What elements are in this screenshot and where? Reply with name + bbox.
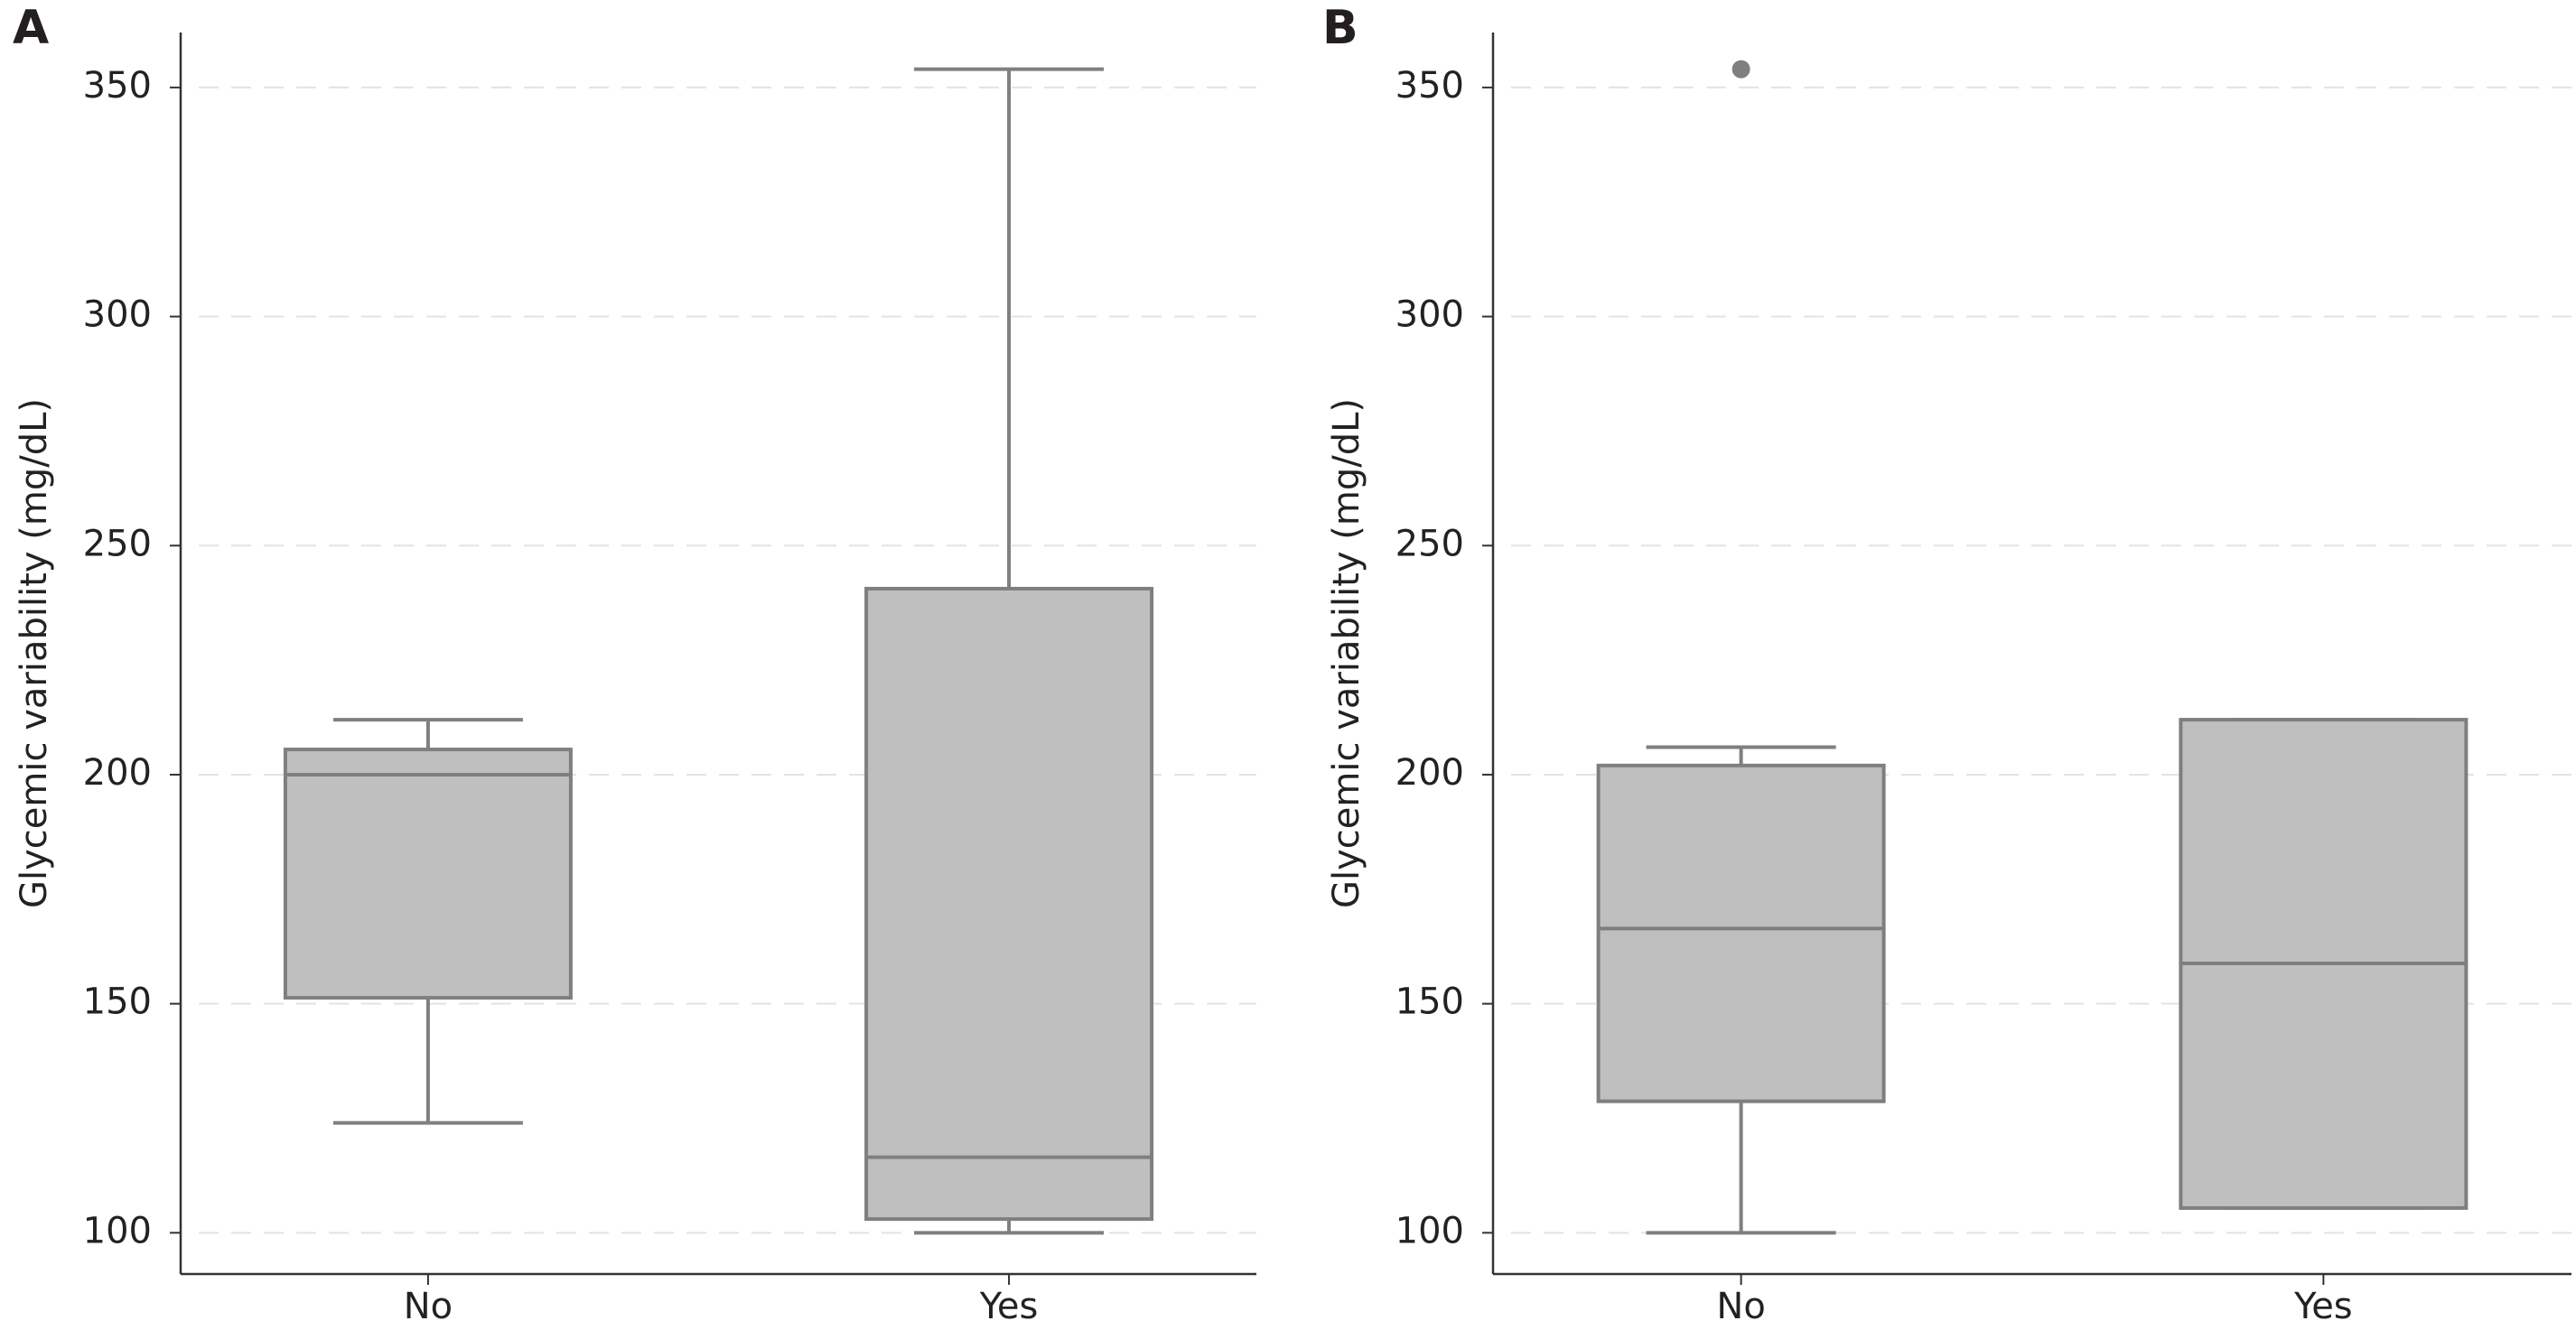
x-tick-label: Yes bbox=[979, 1286, 1039, 1327]
y-tick-label: 100 bbox=[1395, 1210, 1464, 1251]
box bbox=[864, 586, 1154, 1222]
y-tick-label: 200 bbox=[1395, 752, 1464, 794]
y-axis-label: Glycemic variability (mg/dL) bbox=[1326, 398, 1367, 908]
y-tick-label: 350 bbox=[83, 65, 152, 107]
box bbox=[283, 748, 573, 1000]
y-tick-label: 300 bbox=[83, 294, 152, 336]
y-tick-label: 100 bbox=[83, 1210, 152, 1251]
x-tick-label: No bbox=[404, 1286, 453, 1327]
y-tick-label: 250 bbox=[1395, 523, 1464, 564]
y-tick-label: 200 bbox=[83, 752, 152, 794]
x-tick-label: Yes bbox=[2293, 1286, 2353, 1327]
y-axis-label: Glycemic variability (mg/dL) bbox=[14, 398, 55, 908]
outlier bbox=[1731, 60, 1750, 79]
y-tick-label: 350 bbox=[1395, 65, 1464, 107]
panel-label: A bbox=[13, 1, 49, 55]
y-tick-label: 150 bbox=[83, 981, 152, 1023]
x-tick-label: No bbox=[1716, 1286, 1765, 1327]
box bbox=[1596, 763, 1886, 1103]
panel-label: B bbox=[1322, 1, 1358, 55]
y-tick-label: 250 bbox=[83, 523, 152, 564]
y-tick-label: 300 bbox=[1395, 294, 1464, 336]
y-tick-label: 150 bbox=[1395, 981, 1464, 1023]
